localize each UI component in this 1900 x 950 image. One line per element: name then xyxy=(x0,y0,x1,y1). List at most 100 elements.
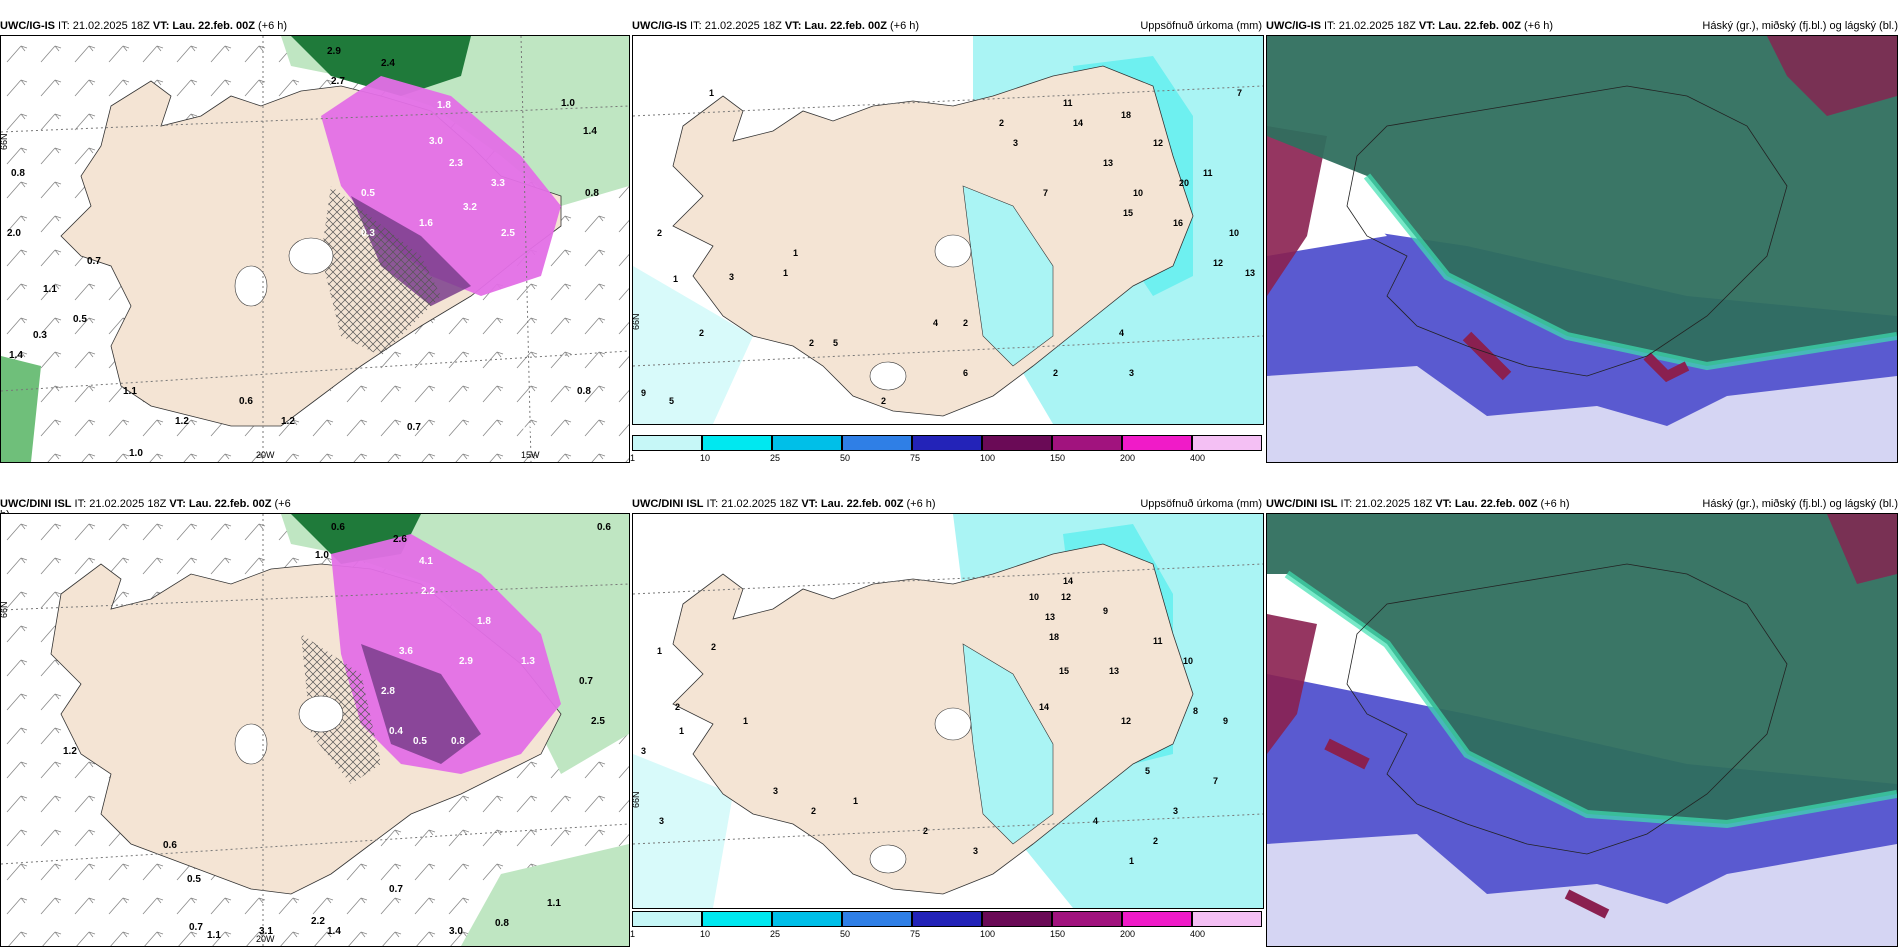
value-label: 2.9 xyxy=(459,656,473,667)
colorbar-tick: 75 xyxy=(910,453,921,463)
value-label: 13 xyxy=(1045,612,1055,622)
field-title: Uppsöfnuð úrkoma (mm) xyxy=(1140,498,1262,510)
value-label: 3.2 xyxy=(463,202,477,213)
value-label: 2.9 xyxy=(327,46,341,57)
valid-time: VT: Lau. 22.feb. 00Z xyxy=(169,498,272,510)
colorbar-tick: 50 xyxy=(840,929,851,939)
colorbar-swatch xyxy=(772,911,842,927)
value-label: 0.3 xyxy=(33,330,47,341)
lat-label: 66N xyxy=(633,313,641,330)
lead-time: (+6 xyxy=(271,498,291,510)
colorbar-tick: 25 xyxy=(770,929,781,939)
value-label: 11 xyxy=(1153,636,1163,646)
cloud-high-edge xyxy=(1284,570,1897,829)
colorbar-swatch xyxy=(912,911,982,927)
lead-time: (+6 h) xyxy=(1520,20,1554,32)
value-label: 13 xyxy=(1245,268,1255,278)
value-label: 3.0 xyxy=(449,926,463,937)
cloud-high-area xyxy=(1267,514,1897,824)
value-label: 3 xyxy=(1129,368,1134,378)
value-label: 1.3 xyxy=(521,424,535,435)
value-label: 2.5 xyxy=(591,716,605,727)
lead-time: (+6 h) xyxy=(886,20,920,32)
value-label: 15 xyxy=(1059,666,1069,676)
value-label: 0.5 xyxy=(361,188,375,199)
value-label: 2.6 xyxy=(393,534,407,545)
value-label: 0.6 xyxy=(597,522,611,533)
value-label: 14 xyxy=(1063,576,1073,586)
valid-time: VT: Lau. 22.feb. 00Z xyxy=(1435,498,1538,510)
field-title: Háský (gr.), miðský (fj.bl.) og lágský (… xyxy=(1702,498,1898,510)
panel-header: UWC/DINI ISL IT: 21.02.2025 18Z VT: Lau.… xyxy=(0,495,291,513)
value-label: 2 xyxy=(699,328,704,338)
value-label: 3 xyxy=(1013,138,1018,148)
panel-dini-clouds: UWC/DINI ISL IT: 21.02.2025 18Z VT: Lau.… xyxy=(1266,495,1900,947)
colorbar-swatch xyxy=(1192,911,1262,927)
map-area: 66N 1 2 1 2 3 2 9 5 2 1 4 2 5 1 2 3 7 11 xyxy=(632,35,1264,425)
iceland-outline xyxy=(1346,563,1788,855)
panel-header: UWC/IG-IS IT: 21.02.2025 18Z VT: Lau. 22… xyxy=(1266,17,1553,35)
value-label: 3.1 xyxy=(259,926,273,937)
init-time: IT: 21.02.2025 18Z xyxy=(687,20,785,32)
model-name: UWC/DINI ISL xyxy=(1266,498,1338,510)
init-time: IT: 21.02.2025 18Z xyxy=(55,20,153,32)
colorbar-tick: 200 xyxy=(1120,453,1136,463)
value-label: 0.7 xyxy=(389,884,403,895)
value-label: 8 xyxy=(1193,706,1198,716)
value-label: 13 xyxy=(1109,666,1119,676)
precip-sw-area xyxy=(1,356,41,462)
value-label: 3.3 xyxy=(491,178,505,189)
iceland-land xyxy=(672,543,1194,895)
value-label: 1.0 xyxy=(561,98,575,109)
value-label: 6 xyxy=(963,368,968,378)
value-label: 2 xyxy=(1053,368,1058,378)
lat-label: 66N xyxy=(1,601,9,618)
value-label: 15 xyxy=(1123,208,1133,218)
field-title: Háský (gr.), miðský (fj.bl.) og lágský (… xyxy=(1702,20,1898,32)
value-label: 2.2 xyxy=(421,586,435,597)
value-label: 2.3 xyxy=(449,158,463,169)
map-area: 66N 20W 0.6 2.6 1.0 0.6 1.2 0.6 0.5 0.7 … xyxy=(0,513,630,947)
value-label: 1.3 xyxy=(521,656,535,667)
colorbar-swatch xyxy=(982,911,1052,927)
map-svg xyxy=(1267,514,1897,946)
cloud-low-area xyxy=(1267,126,1327,296)
colorbar-swatch xyxy=(982,435,1052,451)
value-label: 0.3 xyxy=(361,228,375,239)
colorbar-tick: 10 xyxy=(700,453,711,463)
value-label: 1 xyxy=(743,716,748,726)
colorbar-swatch xyxy=(632,435,702,451)
init-time: IT: 21.02.2025 18Z xyxy=(703,498,802,510)
value-label: 3 xyxy=(973,846,978,856)
model-name: UWC/DINI ISL xyxy=(632,498,704,510)
panel-dini-accum-precip: UWC/DINI ISL IT: 21.02.2025 18Z VT: Lau.… xyxy=(630,495,1264,947)
cloud-low-area xyxy=(1267,614,1317,754)
lead-time: (+6 h) xyxy=(903,498,936,510)
panel-header: UWC/DINI ISL IT: 21.02.2025 18Z VT: Lau.… xyxy=(1266,495,1570,513)
valid-time: VT: Lau. 22.feb. 00Z xyxy=(801,498,904,510)
colorbar-swatch xyxy=(842,435,912,451)
value-label: 11 xyxy=(1063,98,1073,108)
lead-time: (+6 h) xyxy=(1537,498,1570,510)
value-label: 3.0 xyxy=(429,136,443,147)
colorbar-tick: 200 xyxy=(1120,929,1136,939)
value-label: 3 xyxy=(1173,806,1178,816)
init-time: IT: 21.02.2025 18Z xyxy=(1337,498,1436,510)
value-label: 2.5 xyxy=(501,228,515,239)
init-time: IT: 21.02.2025 18Z xyxy=(71,498,170,510)
value-label: 1.8 xyxy=(477,616,491,627)
value-label: 12 xyxy=(1061,592,1071,602)
colorbar-swatch xyxy=(1052,435,1122,451)
value-label: 1.1 xyxy=(547,898,561,909)
model-name: UWC/IG-IS xyxy=(632,20,687,32)
value-label: 9 xyxy=(1223,716,1228,726)
value-label: 2.0 xyxy=(7,228,21,239)
colorbar-swatch xyxy=(772,435,842,451)
value-label: 1 xyxy=(793,248,798,258)
value-label: 1.8 xyxy=(437,100,451,111)
value-label: 1 xyxy=(657,646,662,656)
precip-inland-area xyxy=(962,643,1054,845)
colorbar-tick: 75 xyxy=(910,929,921,939)
precip-magenta-area xyxy=(321,76,561,296)
panel-igis-clouds: UWC/IG-IS IT: 21.02.2025 18Z VT: Lau. 22… xyxy=(1266,17,1900,463)
